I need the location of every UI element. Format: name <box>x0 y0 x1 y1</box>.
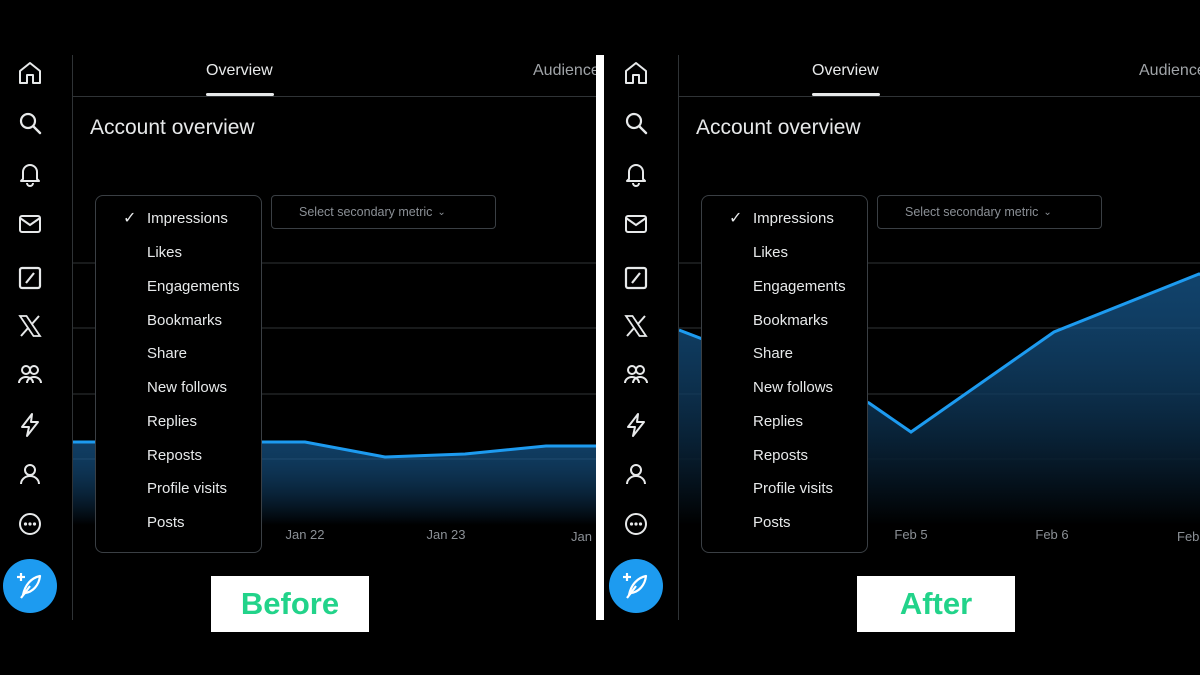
more-icon[interactable] <box>14 508 46 540</box>
tab-bar: Overview Audience <box>679 55 1200 97</box>
secondary-metric-label: Select secondary metric <box>905 205 1039 219</box>
content-area: Overview Audience Account overview Feb 5… <box>679 0 1200 675</box>
profile-icon[interactable] <box>14 458 46 490</box>
chevron-down-icon: ⌄ <box>1043 206 1052 218</box>
x-tick-label: Feb <box>1177 529 1199 544</box>
check-icon: ✓ <box>729 210 743 227</box>
home-icon[interactable] <box>620 57 652 89</box>
page-title: Account overview <box>696 116 861 139</box>
compose-post-button[interactable] <box>3 559 57 613</box>
metric-option-likes[interactable]: Likes <box>753 244 789 261</box>
metric-dropdown: ✓ Impressions Likes Engagements Bookmark… <box>701 195 868 553</box>
search-icon[interactable] <box>620 107 652 139</box>
bell-icon[interactable] <box>14 158 46 190</box>
series-line <box>73 440 596 459</box>
metric-option-share[interactable]: Share <box>753 345 794 362</box>
metric-option-replies[interactable]: Replies <box>753 413 804 430</box>
x-tick-label: Jan <box>571 529 592 544</box>
secondary-metric-label: Select secondary metric <box>299 205 433 219</box>
x-tick-label: Jan 23 <box>426 527 465 542</box>
x-logo-icon[interactable] <box>14 310 46 342</box>
metric-option-new-follows[interactable]: New follows <box>753 379 834 396</box>
lightning-icon[interactable] <box>14 409 46 441</box>
x-tick-label: Feb 6 <box>1035 527 1068 542</box>
tab-bar: Overview Audience <box>73 55 596 97</box>
home-icon[interactable] <box>14 57 46 89</box>
before-label: Before <box>211 576 369 632</box>
panel-divider <box>596 55 604 620</box>
chevron-down-icon: ⌄ <box>437 206 446 218</box>
metric-dropdown: ✓ Impressions Likes Engagements Bookmark… <box>95 195 262 553</box>
metric-option-replies[interactable]: Replies <box>147 413 198 430</box>
grok-icon[interactable] <box>14 262 46 294</box>
sidebar <box>606 55 679 620</box>
communities-icon[interactable] <box>14 358 46 390</box>
tab-audience[interactable]: Audience <box>1139 62 1200 79</box>
x-tick-label: Jan 22 <box>285 527 324 542</box>
more-icon[interactable] <box>620 508 652 540</box>
tab-active-indicator <box>812 93 880 96</box>
feather-icon <box>623 573 648 599</box>
metric-option-profile-visits[interactable]: Profile visits <box>753 480 834 497</box>
communities-icon[interactable] <box>620 358 652 390</box>
search-icon[interactable] <box>14 107 46 139</box>
tab-active-indicator <box>206 93 274 96</box>
sidebar <box>0 55 73 620</box>
mail-icon[interactable] <box>620 208 652 240</box>
metric-option-share[interactable]: Share <box>147 345 188 362</box>
metric-option-engagements[interactable]: Engagements <box>753 278 846 295</box>
page-title: Account overview <box>90 116 255 139</box>
x-logo-icon[interactable] <box>620 310 652 342</box>
content-area: Overview Audience Account overview Jan 2… <box>73 0 596 675</box>
bell-icon[interactable] <box>620 158 652 190</box>
mail-icon[interactable] <box>14 208 46 240</box>
x-tick-label: Feb 5 <box>894 527 927 542</box>
secondary-metric-select[interactable]: Select secondary metric ⌄ <box>271 195 496 229</box>
metric-option-engagements[interactable]: Engagements <box>147 278 240 295</box>
feather-icon <box>17 573 42 599</box>
tab-audience[interactable]: Audience <box>533 62 596 79</box>
metric-option-posts[interactable]: Posts <box>147 514 185 531</box>
lightning-icon[interactable] <box>620 409 652 441</box>
grok-icon[interactable] <box>620 262 652 294</box>
after-label: After <box>857 576 1015 632</box>
metric-option-impressions[interactable]: Impressions <box>753 210 834 227</box>
check-icon: ✓ <box>123 210 137 227</box>
metric-option-bookmarks[interactable]: Bookmarks <box>753 312 829 329</box>
metric-option-likes[interactable]: Likes <box>147 244 183 261</box>
metric-option-bookmarks[interactable]: Bookmarks <box>147 312 223 329</box>
metric-option-posts[interactable]: Posts <box>753 514 791 531</box>
metric-option-impressions[interactable]: Impressions <box>147 210 228 227</box>
tab-overview[interactable]: Overview <box>812 62 879 79</box>
before-panel: Overview Audience Account overview Jan 2… <box>0 0 596 675</box>
profile-icon[interactable] <box>620 458 652 490</box>
secondary-metric-select[interactable]: Select secondary metric ⌄ <box>877 195 1102 229</box>
after-panel: Overview Audience Account overview Feb 5… <box>606 0 1200 675</box>
metric-option-reposts[interactable]: Reposts <box>147 447 203 464</box>
metric-option-reposts[interactable]: Reposts <box>753 447 809 464</box>
metric-option-profile-visits[interactable]: Profile visits <box>147 480 228 497</box>
compose-post-button[interactable] <box>609 559 663 613</box>
tab-overview[interactable]: Overview <box>206 62 273 79</box>
metric-option-new-follows[interactable]: New follows <box>147 379 228 396</box>
